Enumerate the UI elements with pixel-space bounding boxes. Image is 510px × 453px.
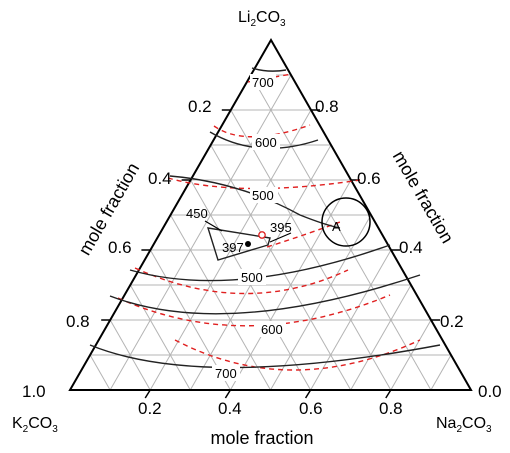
calc-curve-500-bottom xyxy=(134,267,349,295)
grid-line-diag-right xyxy=(250,74,432,391)
region-label-a: A xyxy=(332,219,341,234)
component-labels: Li2CO3 K2CO3 Na2CO3 xyxy=(12,9,492,435)
component-label-right: Na2CO3 xyxy=(436,415,492,435)
tick-marks xyxy=(101,109,440,399)
calc-curve-600-bottom xyxy=(117,294,391,327)
right-tick-label-1: 0.6 xyxy=(357,169,381,188)
ternary-frame xyxy=(68,37,473,391)
annotations xyxy=(204,197,371,247)
calc-curve-600-top xyxy=(213,124,311,138)
isotherm-label-450: 450 xyxy=(186,206,208,221)
tick-bottom xyxy=(144,389,151,399)
right-tick-label-0: 0.8 xyxy=(315,97,339,116)
isotherm-label-600-bottom: 600 xyxy=(261,322,283,337)
isotherm-label-500-top: 500 xyxy=(252,188,274,203)
left-tick-label-3: 0.8 xyxy=(66,312,90,331)
left-tick-label-4: 1.0 xyxy=(22,382,46,401)
right-tick-label-4: 0.0 xyxy=(478,382,502,401)
right-tick-label-2: 0.4 xyxy=(399,238,423,257)
exp-curve-700-bottom xyxy=(89,344,441,369)
grid-line-diag-right xyxy=(210,144,352,391)
left-tick-label-0: 0.2 xyxy=(188,97,212,116)
grid-line-diag-left xyxy=(189,144,332,391)
bottom-tick-label-0: 0.2 xyxy=(138,399,162,418)
grid-line-diag-right xyxy=(89,354,111,391)
grid-line-diag-right xyxy=(230,109,392,391)
tick-bottom xyxy=(224,389,232,399)
right-axis-title: mole fraction xyxy=(389,147,458,246)
tick-labels: 0.2 0.4 0.6 0.8 1.0 0.8 0.6 0.4 0.2 0.0 … xyxy=(22,97,502,418)
grid-line-diag-right xyxy=(129,284,191,391)
leader-395 xyxy=(269,232,292,243)
tick-bottom xyxy=(385,389,392,399)
bottom-axis-title: mole fraction xyxy=(210,428,313,448)
grid-line-diag-right xyxy=(170,214,271,391)
component-label-left: K2CO3 xyxy=(12,415,58,435)
leader-450 xyxy=(204,220,223,232)
isotherm-label-397: 397 xyxy=(222,240,244,255)
isotherm-label-500-bottom: 500 xyxy=(241,270,263,285)
left-tick-label-2: 0.6 xyxy=(108,238,132,257)
isotherm-label-700-top: 700 xyxy=(252,75,274,90)
component-label-top: Li2CO3 xyxy=(238,9,286,29)
isotherm-labels: 700 600 500 450 395 397 500 600 700 A xyxy=(186,74,341,381)
grid-line-diag-left xyxy=(109,74,292,391)
calc-curve-700-bottom xyxy=(174,339,421,371)
eutectic-point-395 xyxy=(258,231,266,239)
left-tick-label-1: 0.4 xyxy=(148,169,172,188)
right-tick-label-3: 0.2 xyxy=(440,312,464,331)
bottom-tick-label-3: 0.8 xyxy=(379,399,403,418)
bottom-tick-label-2: 0.6 xyxy=(299,399,323,418)
grid-line-diag-left xyxy=(350,284,412,391)
tick-bottom xyxy=(304,389,312,399)
exp-curve-600-bottom xyxy=(109,274,421,315)
isotherm-label-600-top: 600 xyxy=(255,135,277,150)
exp-region-450 xyxy=(206,227,271,261)
exp-curve-700-top xyxy=(251,67,287,72)
calc-curve-boundary xyxy=(266,221,341,248)
isotherm-label-395: 395 xyxy=(270,220,292,235)
region-a-circle xyxy=(321,197,371,247)
exp-curve-500-top xyxy=(169,175,341,229)
eutectic-point-397 xyxy=(245,241,251,247)
isotherm-label-700-bottom: 700 xyxy=(215,366,237,381)
bottom-tick-label-1: 0.4 xyxy=(218,399,242,418)
grid-line-diag-left xyxy=(430,354,452,391)
